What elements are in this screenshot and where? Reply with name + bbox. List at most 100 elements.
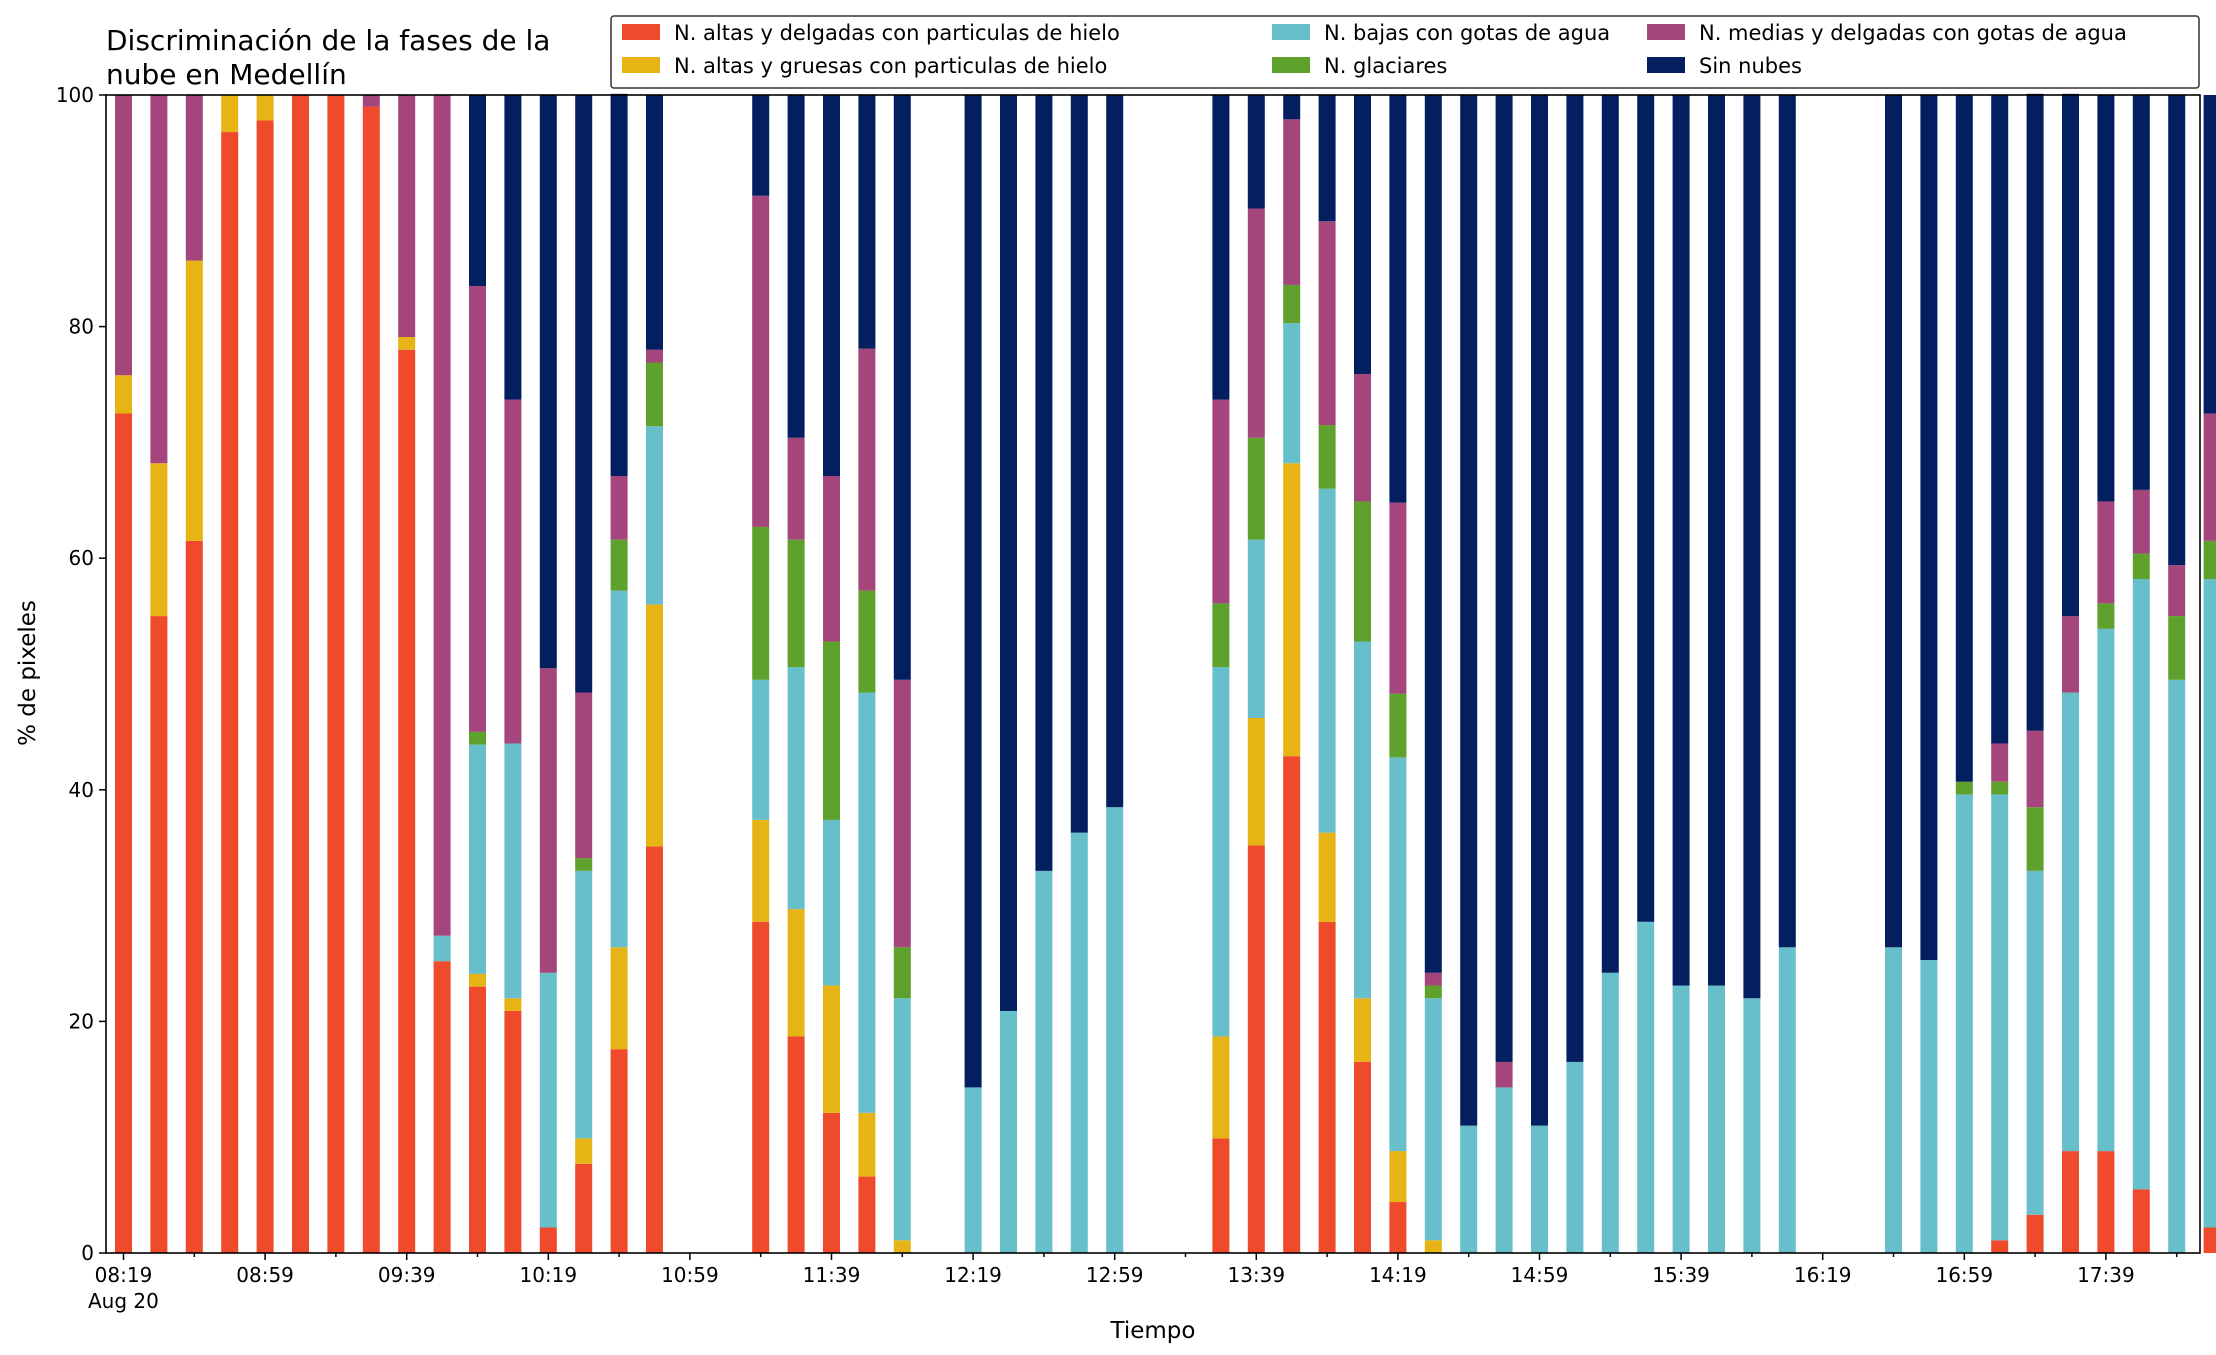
bar-segment-39-4 — [1495, 1061, 1513, 1088]
bar-segment-24-2 — [964, 1087, 982, 1253]
bar-segment-32-2 — [1247, 539, 1265, 719]
bar-segment-54-0 — [2026, 1214, 2044, 1253]
bar-segment-20-2 — [823, 819, 840, 986]
bar-segment-54-4 — [2026, 730, 2044, 808]
bar-segment-40-5 — [1531, 95, 1548, 1126]
bar-segment-54-2 — [2026, 870, 2044, 1215]
bar-segment-10-1 — [469, 973, 486, 987]
bar-segment-36-0 — [1389, 1202, 1407, 1253]
bar-segment-35-2 — [1354, 641, 1371, 999]
x-tick-label: 12:59 — [1086, 1263, 1144, 1287]
bar-segment-38-5 — [1460, 95, 1478, 1126]
legend: N. altas y delgadas con particulas de hi… — [610, 15, 2200, 89]
bar-segment-24-5 — [964, 95, 982, 1088]
bar-segment-57-5 — [2132, 95, 2150, 490]
bar-segment-21-1 — [858, 1112, 876, 1177]
bar-segment-10-0 — [469, 986, 486, 1253]
bar-segment-10-2 — [469, 744, 486, 974]
bar-segment-12-0 — [539, 1227, 557, 1253]
bar-segment-39-2 — [1495, 1087, 1513, 1253]
bar-segment-53-0 — [1991, 1240, 2009, 1253]
bar-segment-15-0 — [646, 846, 663, 1253]
bar-segment-21-3 — [858, 590, 876, 693]
chart-title-line-2: nube en Medellín — [106, 58, 347, 91]
bar-segment-41-2 — [1566, 1061, 1584, 1253]
x-tick-label: 13:39 — [1227, 1263, 1285, 1287]
bar-segment-58-5 — [2168, 95, 2186, 566]
bar-segment-2-1 — [185, 260, 203, 541]
bar-segment-5-0 — [292, 95, 309, 1253]
bar-segment-52-2 — [1955, 794, 1973, 1253]
bar-segment-4-0 — [256, 120, 274, 1254]
bar-segment-52-3 — [1955, 781, 1973, 795]
bar-segment-55-5 — [2062, 93, 2079, 617]
bar-segment-36-1 — [1389, 1151, 1407, 1203]
bar-segment-1-1 — [150, 463, 168, 617]
bars-group — [115, 93, 2216, 1254]
bar-segment-22-5 — [893, 95, 911, 680]
y-tick-label: 80 — [69, 315, 94, 339]
bar-segment-51-5 — [1920, 95, 1938, 961]
bar-segment-3-1 — [221, 95, 239, 133]
bar-segment-34-4 — [1318, 221, 1336, 426]
bar-segment-27-2 — [1070, 832, 1088, 1253]
bar-segment-13-3 — [575, 858, 593, 871]
bar-segment-9-4 — [433, 95, 451, 936]
bar-segment-37-2 — [1424, 998, 1442, 1241]
bar-segment-33-3 — [1283, 284, 1301, 324]
legend-swatch — [1647, 24, 1685, 40]
bar-segment-33-2 — [1283, 323, 1301, 464]
bar-segment-28-5 — [1106, 95, 1124, 808]
y-tick-label: 60 — [69, 546, 94, 570]
bar-segment-26-5 — [1035, 95, 1053, 871]
bar-segment-46-2 — [1743, 998, 1761, 1253]
bar-segment-47-5 — [1778, 95, 1796, 948]
bar-segment-15-2 — [646, 426, 663, 605]
bar-segment-15-4 — [646, 349, 663, 363]
bar-segment-43-2 — [1637, 921, 1655, 1253]
legend-label: N. glaciares — [1324, 54, 1447, 78]
bar-segment-18-5 — [752, 95, 770, 196]
x-tick-label: 14:59 — [1511, 1263, 1569, 1287]
bar-segment-57-3 — [2132, 553, 2150, 580]
bar-segment-31-4 — [1212, 399, 1230, 604]
bar-segment-35-5 — [1354, 95, 1371, 375]
bar-segment-37-5 — [1424, 95, 1442, 973]
bar-segment-58-3 — [2168, 616, 2186, 680]
bar-segment-31-1 — [1212, 1036, 1230, 1139]
bar-segment-14-1 — [610, 947, 628, 1050]
legend-label: N. bajas con gotas de agua — [1324, 21, 1610, 45]
bar-segment-56-5 — [2097, 95, 2115, 502]
legend-swatch — [622, 24, 660, 40]
legend-swatch — [1647, 57, 1685, 73]
bar-segment-13-0 — [575, 1163, 593, 1253]
legend-label: N. altas y delgadas con particulas de hi… — [674, 21, 1120, 45]
x-date-label: Aug 20 — [88, 1289, 159, 1313]
bar-segment-31-2 — [1212, 667, 1230, 1037]
y-tick-label: 0 — [81, 1241, 94, 1265]
bar-segment-19-2 — [787, 667, 805, 910]
bar-segment-8-0 — [398, 349, 416, 1253]
bar-segment-19-3 — [787, 539, 805, 668]
bar-segment-57-4 — [2132, 489, 2150, 554]
y-tick-label: 100 — [56, 83, 94, 107]
bar-segment-54-3 — [2026, 807, 2044, 871]
bar-segment-36-2 — [1389, 757, 1407, 1152]
bar-segment-21-4 — [858, 348, 876, 591]
bar-segment-25-2 — [1000, 1010, 1017, 1253]
bar-segment-18-3 — [752, 526, 770, 680]
bar-segment-45-2 — [1708, 985, 1725, 1253]
bar-segment-13-1 — [575, 1138, 593, 1164]
bar-segment-28-2 — [1106, 807, 1124, 1253]
x-axis: 08:19 08:59 09:39 10:19 10:59 11:39 12:19 12:59… — [95, 1253, 2178, 1287]
bar-segment-46-5 — [1743, 95, 1761, 999]
bar-segment-32-1 — [1247, 718, 1265, 846]
bar-segment-11-2 — [504, 743, 522, 999]
bar-segment-51-2 — [1920, 960, 1938, 1253]
bar-segment-32-5 — [1247, 95, 1265, 209]
bar-segment-22-3 — [893, 947, 911, 999]
bar-segment-14-2 — [610, 590, 628, 948]
bar-segment-56-4 — [2097, 501, 2115, 604]
bar-segment-20-0 — [823, 1112, 840, 1253]
